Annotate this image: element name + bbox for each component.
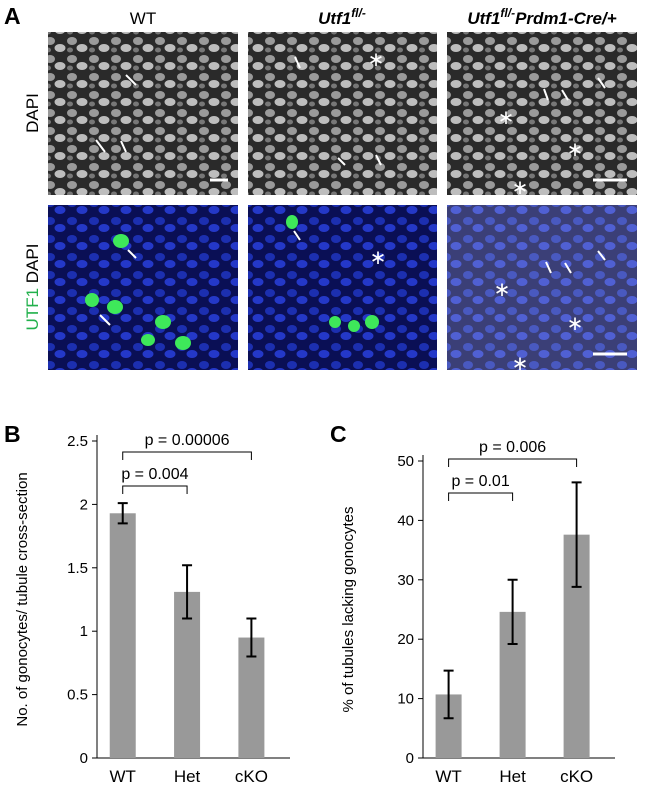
y-axis-label: % of tubules lacking gonocytes xyxy=(340,507,357,713)
panel-label: A xyxy=(4,3,21,29)
svg-text:∗: ∗ xyxy=(498,107,515,129)
bar xyxy=(109,513,136,758)
row-label: DAPI xyxy=(23,93,42,133)
svg-text:∗: ∗ xyxy=(494,279,511,301)
y-tick-label: 10 xyxy=(397,691,414,708)
svg-text:∗: ∗ xyxy=(512,177,529,199)
y-tick-label: 2.5 xyxy=(67,433,88,450)
p-value: p = 0.01 xyxy=(451,473,509,490)
p-value: p = 0.00006 xyxy=(145,432,230,449)
y-tick-label: 30 xyxy=(397,572,414,589)
error-bar xyxy=(246,617,257,658)
bar xyxy=(238,637,265,758)
y-axis-label: No. of gonocytes/ tubule cross-section xyxy=(14,472,31,726)
bar xyxy=(174,591,201,758)
p-value: p = 0.006 xyxy=(479,439,546,456)
x-tick-label: WT xyxy=(110,767,136,786)
y-tick-label: 0 xyxy=(80,750,88,767)
y-tick-label: 1 xyxy=(80,623,88,640)
y-tick-label: 1.5 xyxy=(67,560,88,577)
column-header: Utf1fl/- xyxy=(318,6,366,28)
error-bar xyxy=(507,578,518,645)
x-tick-label: Het xyxy=(499,767,526,786)
svg-text:∗: ∗ xyxy=(368,49,385,71)
column-header: Utf1fl/-Prdm1-Cre/+ xyxy=(467,6,616,28)
error-bar xyxy=(182,564,193,620)
significance-bracket xyxy=(448,492,514,501)
svg-text:∗: ∗ xyxy=(370,247,387,269)
svg-text:∗: ∗ xyxy=(567,139,584,161)
error-bar xyxy=(443,669,454,720)
column-header: WT xyxy=(130,9,156,28)
x-tick-label: cKO xyxy=(235,767,268,786)
significance-bracket xyxy=(448,458,578,467)
y-tick-label: 0.5 xyxy=(67,687,88,704)
p-value: p = 0.004 xyxy=(121,466,188,483)
svg-text:∗: ∗ xyxy=(567,313,584,335)
error-bar xyxy=(117,502,128,525)
error-bar xyxy=(571,481,582,588)
y-tick-label: 2 xyxy=(80,496,88,513)
micrographs: ∗ ∗ ∗ ∗ ∗ ∗ ∗ ∗ xyxy=(48,32,637,375)
y-tick-label: 40 xyxy=(397,512,414,529)
significance-bracket xyxy=(122,485,188,494)
row-label: UTF1 DAPI xyxy=(23,244,42,331)
x-tick-label: WT xyxy=(435,767,461,786)
panel-label: B xyxy=(4,421,21,447)
x-tick-label: cKO xyxy=(560,767,593,786)
x-tick-label: Het xyxy=(174,767,201,786)
y-tick-label: 0 xyxy=(406,750,414,767)
significance-bracket xyxy=(122,451,252,460)
svg-text:∗: ∗ xyxy=(512,353,529,375)
panel-label: C xyxy=(330,421,347,447)
y-tick-label: 20 xyxy=(397,631,414,648)
y-tick-label: 50 xyxy=(397,453,414,470)
